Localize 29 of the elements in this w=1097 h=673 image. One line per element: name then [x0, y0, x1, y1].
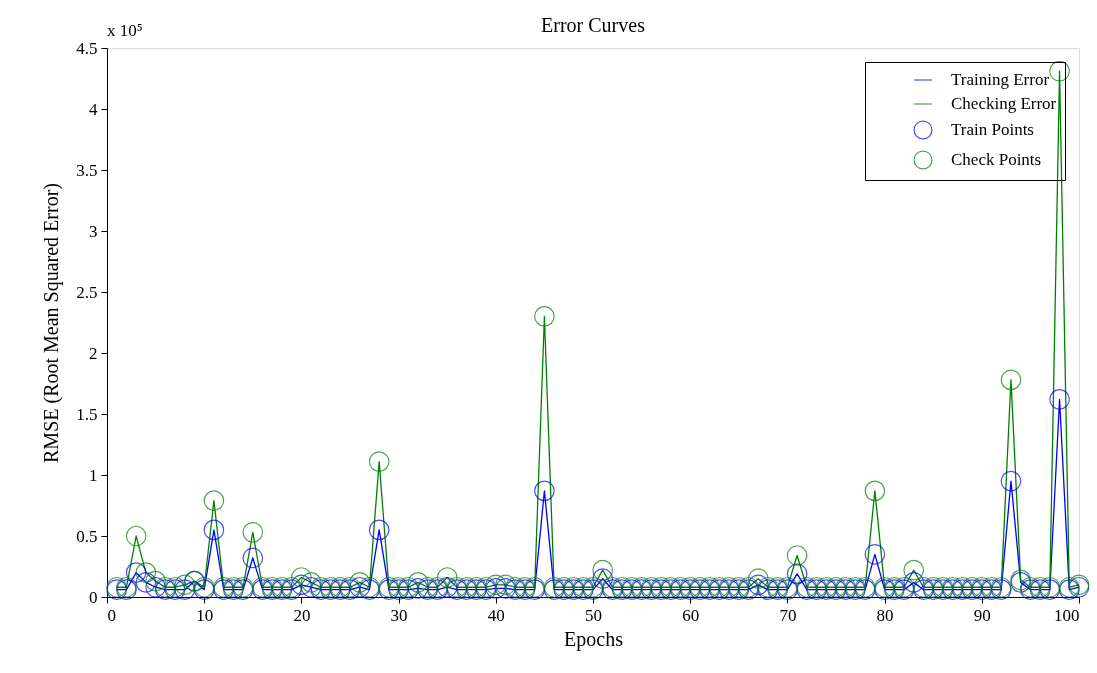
x-tick-label: 60 — [682, 605, 700, 625]
x-tick-label: 10 — [196, 605, 214, 625]
legend-label: Checking Error — [951, 94, 1057, 113]
x-tick-label: 70 — [779, 605, 797, 625]
x-tick-label: 20 — [293, 605, 311, 625]
legend-label: Train Points — [951, 120, 1034, 139]
y-tick-label: 4.5 — [76, 38, 98, 58]
y-tick-label: 3.5 — [76, 160, 98, 180]
x-tick-label: 40 — [487, 605, 505, 625]
text: x 10⁵ — [107, 21, 143, 40]
legend-label: Training Error — [951, 70, 1050, 89]
x-tick-label: 100 — [1054, 605, 1080, 625]
y-tick-label: 3 — [89, 221, 98, 241]
x-tick-label: 90 — [973, 605, 991, 625]
legend-label: Check Points — [951, 150, 1042, 169]
y-tick-label: 1.5 — [76, 404, 98, 424]
x-tick-label: 50 — [585, 605, 602, 625]
chart-title: Error Curves — [541, 14, 646, 36]
y-axis-title: RMSE (Root Mean Squared Error) — [40, 183, 64, 463]
x-tick-label: 30 — [390, 605, 408, 625]
x-tick-label: 0 — [107, 605, 116, 625]
y-tick-label: 0.5 — [76, 526, 98, 546]
y-tick-label: 1 — [89, 465, 98, 485]
y-tick-label: 0 — [89, 587, 98, 607]
x-axis-title: Epochs — [564, 627, 624, 651]
x-tick-label: 80 — [876, 605, 894, 625]
y-tick-label: 4 — [89, 99, 98, 119]
y-tick-label: 2 — [89, 343, 98, 363]
y-tick-label: 2.5 — [76, 282, 98, 302]
